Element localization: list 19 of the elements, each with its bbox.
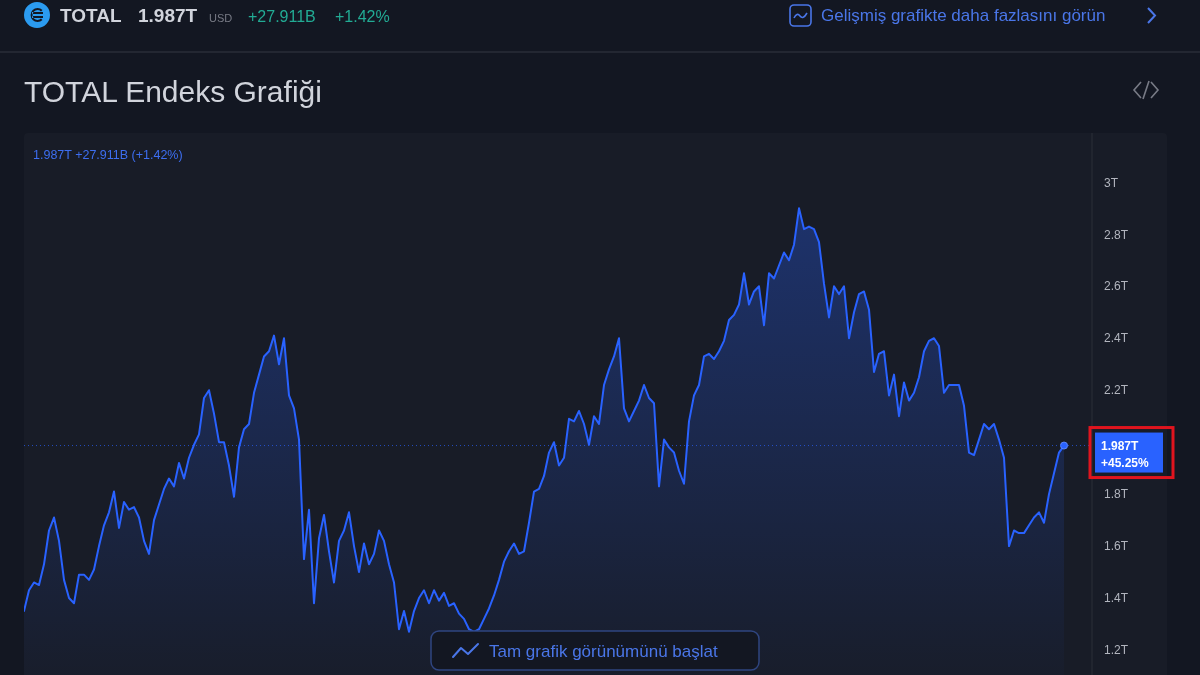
chart-title: TOTAL Endeks Grafiği [24,75,322,108]
ref-line-label: 1.987T +45.25% [1101,438,1150,470]
text: +1.42% [335,8,390,25]
text: USD [209,12,233,24]
y-tick-label: 2.8T [1104,227,1129,242]
y-tick-label: 1.4T [1104,591,1129,606]
y-tick-label: 2.2T [1104,383,1129,398]
text: Gelişmiş grafikte daha fazlasını görün [821,6,1106,25]
y-tick-label: 1.6T [1104,539,1129,554]
y-tick-label: 1.8T [1104,487,1129,502]
text: 1.987T [138,5,198,26]
annotation: Tam grafik görünümünü başlat [489,642,718,661]
y-tick-label: 2.6T [1104,279,1129,294]
text: +27.911B [248,8,316,25]
annotation: 1.987T +27.911B (+1.42%) [33,148,183,162]
y-tick-label: 2.4T [1104,331,1129,346]
text: TOTAL [60,5,122,26]
y-tick-label: 1.2T [1104,643,1129,658]
y-tick-label: 3T [1104,175,1119,190]
